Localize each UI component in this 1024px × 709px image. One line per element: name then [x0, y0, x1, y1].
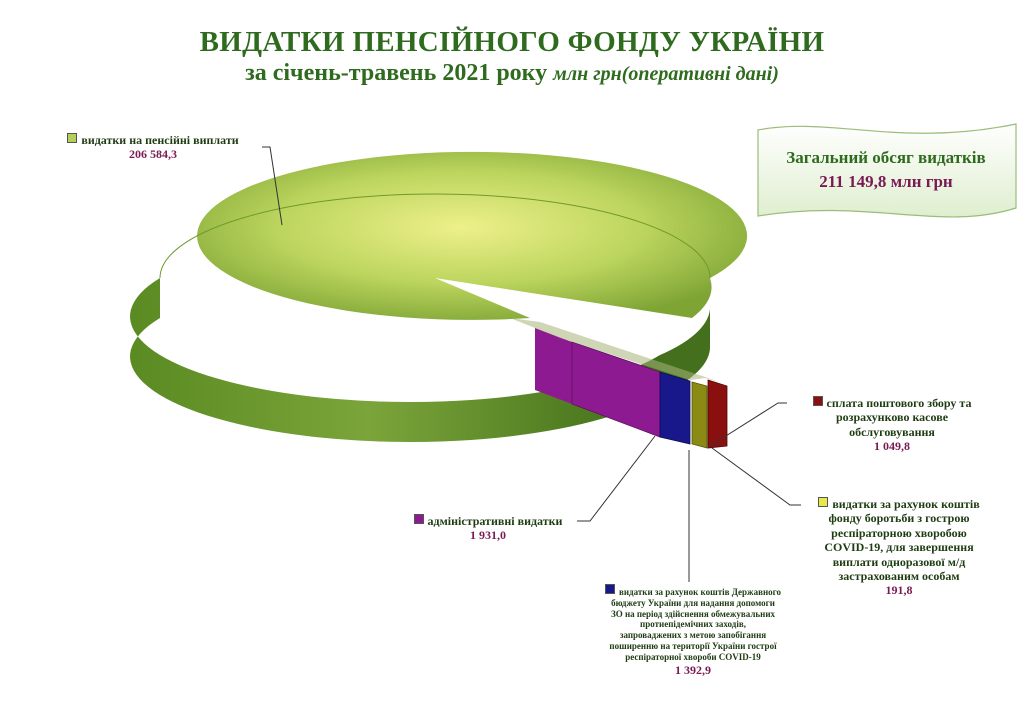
pie-slice-state-budget: [659, 371, 691, 445]
total-value: 211 149,8 млн грн: [819, 172, 953, 191]
label-covid-line-3: COVID-19, для завершення: [824, 540, 974, 555]
label-covid-line-1: фонду боротьби з гострою: [828, 511, 970, 526]
pie-slice-top-small: [510, 318, 720, 382]
label-state-budget: видатки за рахунок коштів Державного бюд…: [586, 584, 800, 677]
label-covid-line-4: виплати одноразової м/д: [832, 554, 966, 569]
marker-admin: [413, 514, 424, 524]
label-postal: сплата поштового збору та розрахунково к…: [782, 396, 1002, 454]
marker-state-budget: [605, 584, 615, 594]
label-covid: видатки за рахунок коштів фонду боротьби…: [794, 497, 1004, 598]
value-pension: 206 584,3: [129, 147, 177, 162]
label-covid-line-5: застрахованим особам: [838, 568, 960, 583]
total-label: Загальний обсяг видатків: [786, 148, 986, 167]
label-state-budget-line-4: запроваджених з метою запобігання: [619, 630, 767, 641]
pie-slice-pension-edge: [159, 193, 711, 279]
label-pension-line-0: видатки на пенсійні виплати: [81, 133, 239, 147]
chart-subtitle: за січень-травень 2021 року млн грн(опер…: [0, 60, 1024, 87]
total-box: [757, 123, 1017, 218]
label-state-budget-line-6: респіраторної хвороби COVID-19: [625, 651, 761, 662]
label-postal-line-1: розрахунково касове: [835, 410, 949, 425]
leader-admin: [577, 435, 656, 522]
value-state-budget: 1 392,9: [675, 662, 711, 677]
subtitle-unit: млн грн(оперативні дані): [553, 63, 779, 85]
pie-slice-pension: [197, 151, 748, 320]
label-postal-line-2: обслуговування: [849, 424, 935, 439]
leader-pension: [262, 146, 283, 226]
total-box-text: Загальний обсяг видатків 211 149,8 млн г…: [755, 148, 1017, 192]
subtitle-period: за січень-травень 2021 року: [245, 60, 548, 86]
pie-side-pension: [130, 278, 660, 443]
marker-covid: [818, 497, 829, 507]
label-admin-line-0: адміністративні видатки: [427, 514, 563, 528]
marker-postal: [812, 396, 823, 406]
value-admin: 1 931,0: [470, 528, 506, 543]
label-state-budget-line-2: ЗО на період здійснення обмежувальних: [610, 608, 776, 619]
value-postal: 1 049,8: [874, 439, 910, 454]
label-covid-line-0: видатки за рахунок коштів: [832, 497, 980, 511]
value-covid: 191,8: [885, 583, 913, 598]
label-covid-line-2: респіраторною хворобою: [831, 525, 967, 540]
label-state-budget-line-1: бюджету України для надання допомоги: [611, 597, 775, 608]
label-admin: адміністративні видатки 1 931,0: [397, 514, 579, 543]
leader-covid: [711, 447, 801, 506]
pie-slice-postal: [707, 379, 728, 449]
pie-slice-admin: [535, 328, 572, 404]
leader-postal: [709, 402, 787, 447]
label-postal-line-0: сплата поштового збору та: [826, 396, 972, 410]
label-state-budget-line-0: видатки за рахунок коштів Державного: [619, 587, 781, 597]
label-pension: видатки на пенсійні виплати 206 584,3: [38, 133, 268, 162]
label-state-budget-line-3: протиепідемічних заходів,: [640, 619, 746, 630]
chart-title: ВИДАТКИ ПЕНСІЙНОГО ФОНДУ УКРАЇНИ: [199, 26, 825, 58]
label-state-budget-line-5: поширенню на території України гострої: [609, 640, 777, 651]
marker-pension: [67, 133, 78, 143]
pie-slice-covid: [691, 381, 708, 449]
